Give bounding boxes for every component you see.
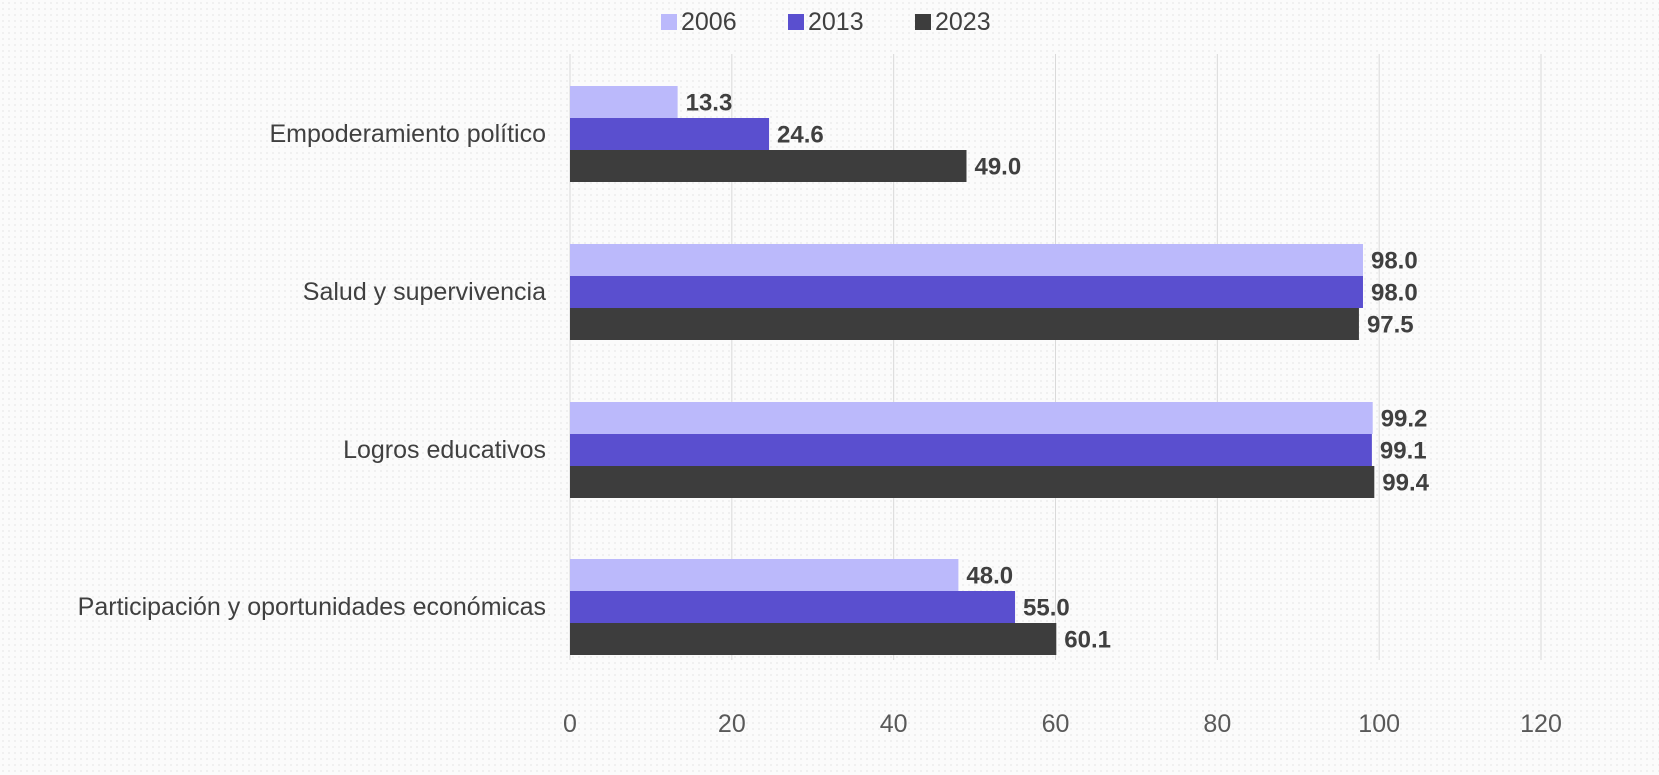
bar-2013-3	[570, 434, 1372, 466]
legend-swatch-2023	[915, 14, 931, 30]
legend: 2006 2013 2023	[661, 8, 991, 36]
bar-2023-4	[570, 623, 1057, 655]
category-label: Salud y supervivencia	[303, 278, 546, 306]
category-labels: Empoderamiento político Salud y supervive…	[78, 120, 546, 621]
x-tick-label: 0	[563, 710, 577, 738]
bar-2013-2	[570, 276, 1363, 308]
data-label: 60.1	[1064, 627, 1111, 654]
x-tick-label: 40	[880, 710, 908, 738]
data-label: 55.0	[1023, 595, 1070, 622]
legend-swatch-2006	[661, 14, 677, 30]
bar-2006-2	[570, 244, 1363, 276]
x-tick-label: 100	[1358, 710, 1400, 738]
legend-label: 2006	[681, 8, 737, 36]
x-tick-label: 120	[1520, 710, 1562, 738]
data-label: 98.0	[1371, 280, 1418, 307]
category-label: Empoderamiento político	[269, 120, 546, 148]
bar-2006-3	[570, 402, 1373, 434]
bar-2013-4	[570, 591, 1016, 623]
legend-label: 2013	[808, 8, 864, 36]
data-label: 48.0	[966, 563, 1013, 590]
category-label: Logros educativos	[343, 436, 546, 464]
x-axis-ticks: 0 20 40 60 80 100 120	[563, 710, 1562, 738]
legend-swatch-2013	[788, 14, 804, 30]
bars	[570, 86, 1375, 655]
data-label: 49.0	[974, 154, 1021, 181]
bar-2013-1	[570, 118, 770, 150]
x-tick-label: 80	[1203, 710, 1231, 738]
data-label: 97.5	[1367, 312, 1414, 339]
data-label: 13.3	[686, 90, 733, 117]
data-label: 99.1	[1380, 438, 1427, 465]
bar-2023-2	[570, 308, 1359, 340]
legend-label: 2023	[935, 8, 991, 36]
bar-2006-4	[570, 559, 959, 591]
data-label: 24.6	[777, 122, 824, 149]
bar-2023-1	[570, 150, 967, 182]
category-label: Participación y oportunidades económicas	[78, 593, 546, 621]
data-label: 99.2	[1381, 406, 1428, 433]
bar-2023-3	[570, 466, 1375, 498]
data-label: 98.0	[1371, 248, 1418, 275]
bar-2006-1	[570, 86, 678, 118]
x-tick-label: 60	[1042, 710, 1070, 738]
data-labels: 13.3 98.0 99.2 48.0 24.6 98.0 99.1 55.0 49.0 97.5…	[686, 90, 1430, 654]
x-tick-label: 20	[718, 710, 746, 738]
data-label: 99.4	[1382, 470, 1429, 497]
